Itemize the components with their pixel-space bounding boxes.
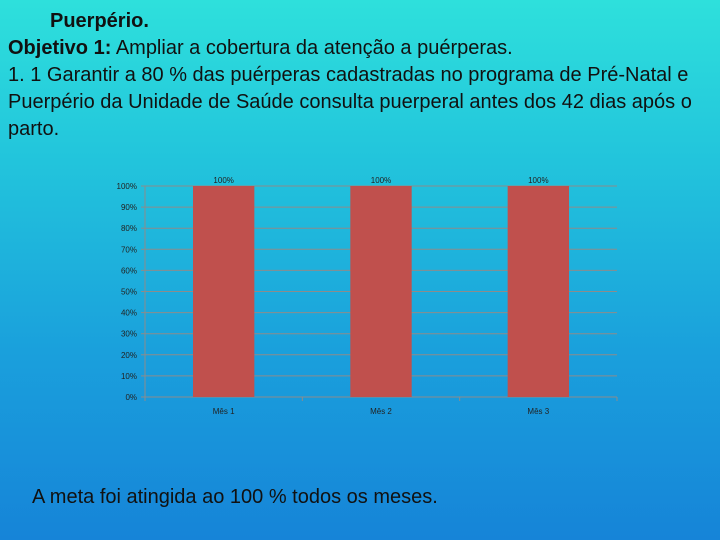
y-tick-label: 0% bbox=[125, 393, 137, 402]
y-tick-label: 70% bbox=[121, 245, 137, 254]
y-tick-label: 20% bbox=[121, 351, 137, 360]
bar bbox=[507, 186, 570, 397]
bar bbox=[350, 186, 412, 397]
objective-text: Ampliar a cobertura da atenção a puérper… bbox=[111, 37, 513, 59]
slide-title: Puerpério. bbox=[50, 10, 149, 32]
y-tick-label: 100% bbox=[117, 182, 137, 191]
y-tick-label: 80% bbox=[121, 224, 137, 233]
data-label: 100% bbox=[528, 176, 548, 185]
goal-text: 1. 1 Garantir a 80 % das puérperas cadas… bbox=[8, 64, 692, 140]
x-tick-label: Mês 3 bbox=[527, 407, 549, 416]
x-tick-label: Mês 2 bbox=[370, 407, 392, 416]
objective-label: Objetivo 1: bbox=[8, 37, 112, 59]
bar bbox=[192, 186, 255, 397]
data-label: 100% bbox=[371, 176, 391, 185]
y-tick-label: 40% bbox=[121, 309, 137, 318]
y-tick-label: 90% bbox=[121, 203, 137, 212]
x-tick-label: Mês 1 bbox=[213, 407, 235, 416]
y-tick-label: 60% bbox=[121, 266, 137, 275]
y-tick-label: 10% bbox=[121, 372, 137, 381]
data-label: 100% bbox=[213, 176, 233, 185]
footer-note: A meta foi atingida ao 100 % todos os me… bbox=[32, 486, 438, 508]
y-tick-label: 50% bbox=[121, 288, 137, 297]
slide-heading: Puerpério. Objetivo 1: Ampliar a cobertu… bbox=[8, 8, 713, 143]
y-tick-label: 30% bbox=[121, 330, 137, 339]
